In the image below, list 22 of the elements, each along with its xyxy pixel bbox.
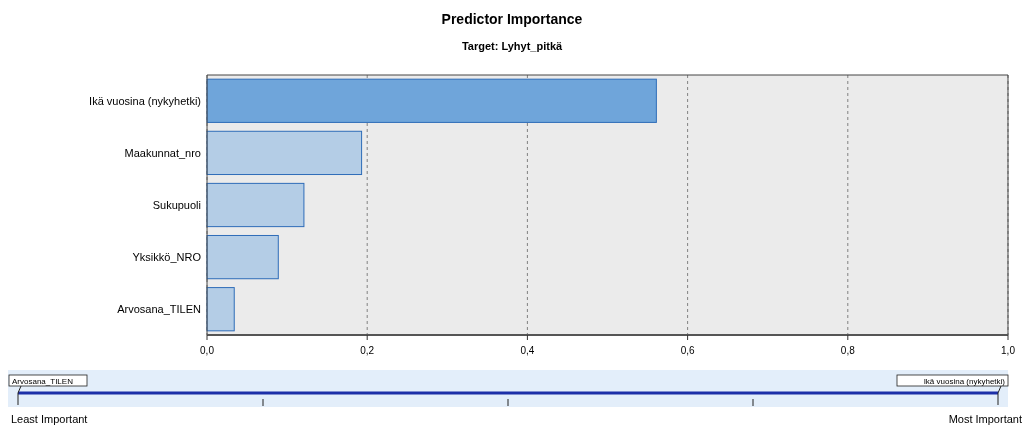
chart-subtitle: Target: Lyhyt_pitkä xyxy=(461,40,563,52)
x-tick-label: 0,4 xyxy=(520,345,535,356)
y-tick-label: Sukupuoli xyxy=(152,198,201,211)
text: Ikä vuosina (nykyhetki) xyxy=(923,377,1006,386)
bar xyxy=(206,182,305,228)
bar xyxy=(206,130,363,176)
text: Least Important xyxy=(11,413,88,425)
text: Arvosana_TILEN xyxy=(12,377,74,386)
y-tick-label: Yksikkö_NRO xyxy=(132,250,202,263)
x-tick-label: 0,0 xyxy=(200,345,215,356)
bar xyxy=(206,78,657,123)
y-tick-label: Maakunnat_nro xyxy=(124,146,201,159)
bar xyxy=(206,234,279,280)
x-tick-label: 0,8 xyxy=(840,345,856,356)
y-tick-label: Arvosana_TILEN xyxy=(117,303,202,316)
x-tick-label: 1,0 xyxy=(1001,345,1016,356)
bar xyxy=(206,287,235,332)
text: Most Important xyxy=(948,413,1022,425)
x-tick-label: 0,2 xyxy=(360,345,375,356)
y-tick-label: Ikä vuosina (nykyhetki) xyxy=(89,94,201,107)
chart-title: Predictor Importance xyxy=(441,11,583,27)
x-tick-label: 0,6 xyxy=(680,345,695,356)
